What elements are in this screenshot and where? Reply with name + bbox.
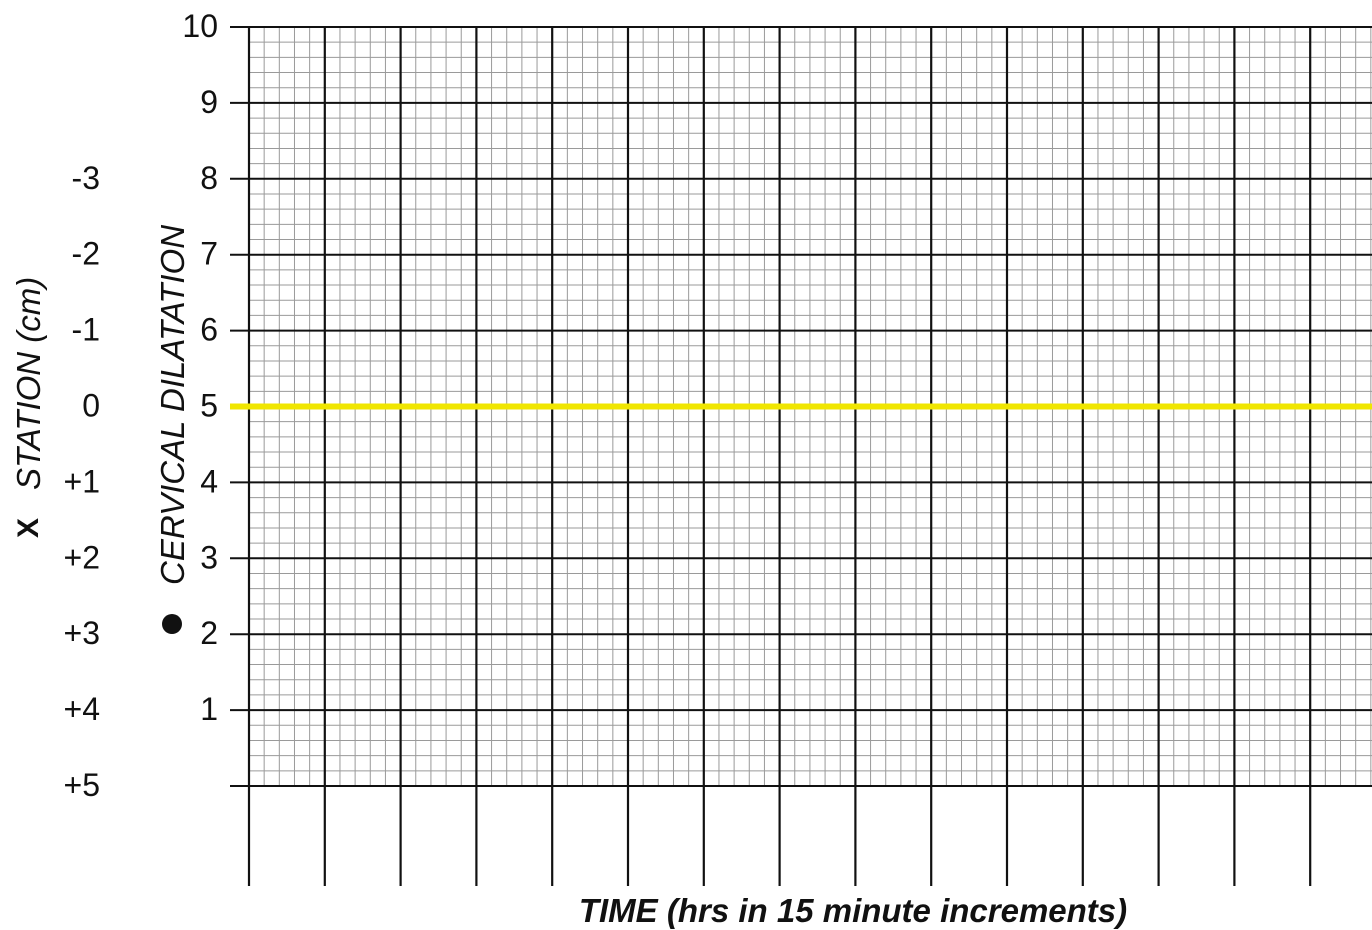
station-tick-labels: -3 -2 -1 0 +1 +2 +3 +4 +5 [64, 160, 100, 803]
dilatation-tick-label: 1 [200, 691, 218, 727]
dilatation-tick-label: 10 [182, 8, 218, 44]
dilatation-tick-label: 5 [200, 388, 218, 424]
station-tick-label: +5 [64, 767, 100, 803]
station-marker-x: X [12, 518, 45, 538]
dilatation-marker-dot [162, 614, 182, 634]
station-axis-title: STATION (cm) [10, 277, 47, 490]
dilatation-tick-label: 7 [200, 236, 218, 272]
station-tick-label: -2 [72, 236, 100, 272]
major-grid [230, 26, 1372, 886]
station-tick-label: +4 [64, 691, 100, 727]
station-tick-label: +2 [64, 539, 100, 575]
dilatation-tick-label: 3 [200, 539, 218, 575]
dilatation-tick-label: 8 [200, 160, 218, 196]
station-tick-label: 0 [82, 388, 100, 424]
station-tick-label: +1 [64, 463, 100, 499]
dilatation-tick-label: 2 [200, 615, 218, 651]
dilatation-tick-label: 9 [200, 84, 218, 120]
station-tick-label: +3 [64, 615, 100, 651]
dilatation-axis-title: CERVICAL DILATATION [154, 225, 191, 585]
station-tick-label: -1 [72, 312, 100, 348]
dilatation-tick-label: 6 [200, 312, 218, 348]
dilatation-tick-labels: 10 9 8 7 6 5 4 3 2 1 [182, 8, 218, 727]
x-axis-title: TIME (hrs in 15 minute increments) [579, 892, 1127, 929]
station-tick-label: -3 [72, 160, 100, 196]
dilatation-tick-label: 4 [200, 463, 218, 499]
